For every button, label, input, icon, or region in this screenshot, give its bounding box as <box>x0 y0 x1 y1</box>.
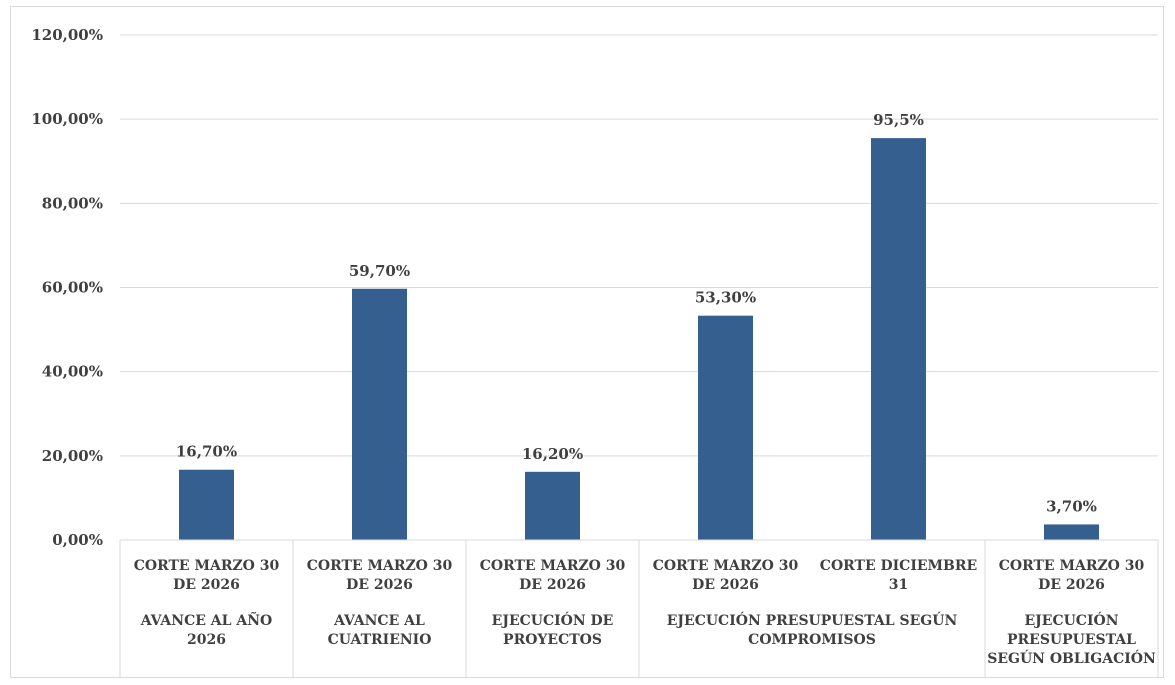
group-label: COMPROMISOS <box>748 632 876 648</box>
group-label: SEGÚN OBLIGACIÓN <box>987 649 1156 667</box>
data-label: 3,70% <box>1046 497 1097 515</box>
data-label: 95,5% <box>873 111 924 129</box>
data-label: 53,30% <box>695 289 756 307</box>
category-label: DE 2026 <box>1038 577 1105 593</box>
group-label: AVANCE AL AÑO <box>140 610 272 629</box>
category-label: CORTE MARZO 30 <box>653 558 799 574</box>
category-label: CORTE MARZO 30 <box>307 558 453 574</box>
y-tick-label: 120,00% <box>31 26 103 44</box>
bar <box>871 138 926 540</box>
y-tick-label: 80,00% <box>42 194 103 212</box>
category-label: CORTE MARZO 30 <box>134 558 280 574</box>
data-label: 16,70% <box>176 443 237 461</box>
chart-area <box>10 6 1164 678</box>
data-label: 16,20% <box>522 445 583 463</box>
group-label: PROYECTOS <box>503 632 602 648</box>
category-label: DE 2026 <box>173 577 240 593</box>
group-label: CUATRIENIO <box>328 632 432 648</box>
bar <box>179 469 234 540</box>
y-tick-label: 40,00% <box>42 363 103 381</box>
bar <box>698 315 753 540</box>
category-label: DE 2026 <box>692 577 759 593</box>
category-label: DE 2026 <box>519 577 586 593</box>
y-tick-label: 0,00% <box>52 531 103 549</box>
category-label: CORTE DICIEMBRE <box>820 558 977 574</box>
bar <box>1044 524 1099 540</box>
data-label: 59,70% <box>349 262 410 280</box>
category-label: CORTE MARZO 30 <box>999 558 1145 574</box>
group-label: 2026 <box>187 632 226 648</box>
bar <box>525 471 580 540</box>
bar <box>352 288 407 540</box>
y-tick-label: 100,00% <box>31 110 103 128</box>
group-label: EJECUCIÓN DE <box>492 611 614 629</box>
category-label: 31 <box>889 577 908 593</box>
y-tick-label: 20,00% <box>42 447 103 465</box>
group-label: EJECUCIÓN PRESUPUESTAL SEGÚN <box>667 611 958 629</box>
group-label: PRESUPUESTAL <box>1007 632 1136 648</box>
y-tick-label: 60,00% <box>42 279 103 297</box>
category-label: DE 2026 <box>346 577 413 593</box>
category-label: CORTE MARZO 30 <box>480 558 626 574</box>
group-label: EJECUCIÓN <box>1024 611 1118 629</box>
group-label: AVANCE AL <box>333 613 425 629</box>
